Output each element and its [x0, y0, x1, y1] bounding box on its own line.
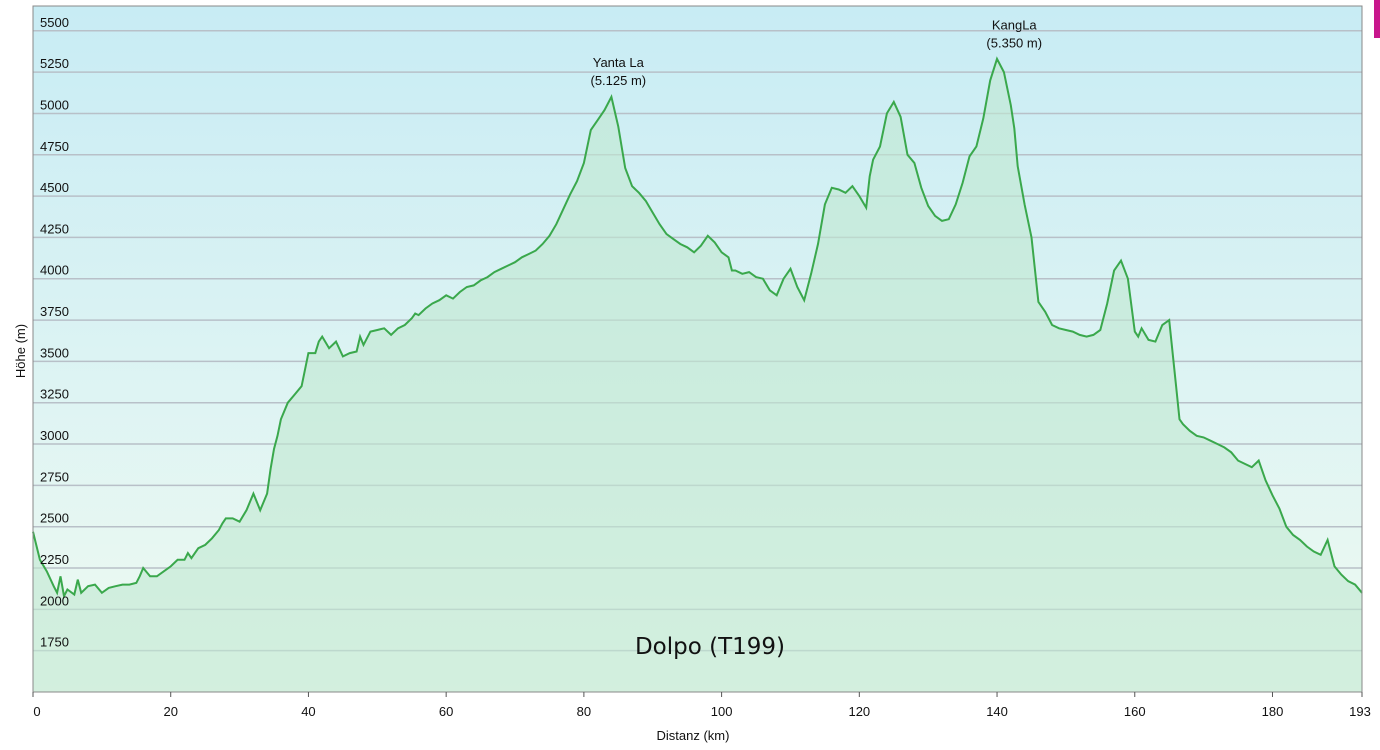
- x-tick-label: 0: [33, 704, 40, 719]
- y-tick-label: 4500: [40, 180, 69, 195]
- y-tick-label: 3750: [40, 304, 69, 319]
- y-tick-label: 1750: [40, 635, 69, 650]
- x-tick-label: 80: [577, 704, 591, 719]
- x-tick-label: 120: [848, 704, 870, 719]
- peak-height-label: (5.350 m): [986, 36, 1042, 51]
- y-tick-label: 2500: [40, 511, 69, 526]
- y-tick-label: 5250: [40, 56, 69, 71]
- y-tick-label: 4000: [40, 263, 69, 278]
- x-tick-label: 180: [1262, 704, 1284, 719]
- x-tick-label: 140: [986, 704, 1008, 719]
- peak-name-label: Yanta La: [593, 55, 645, 70]
- peak-height-label: (5.125 m): [590, 73, 646, 88]
- x-tick-label: 20: [163, 704, 177, 719]
- y-axis-label: Höhe (m): [13, 324, 28, 378]
- y-tick-label: 4750: [40, 139, 69, 154]
- elevation-area: [33, 58, 1362, 692]
- y-tick-label: 3500: [40, 345, 69, 360]
- y-tick-label: 3250: [40, 387, 69, 402]
- y-tick-label: 4250: [40, 221, 69, 236]
- plot-frame: [32, 5, 1363, 693]
- x-tick-label: 160: [1124, 704, 1146, 719]
- x-axis-label: Distanz (km): [657, 728, 730, 743]
- right-accent-mark: [1374, 0, 1380, 38]
- y-tick-label: 3000: [40, 428, 69, 443]
- x-tick-label: 60: [439, 704, 453, 719]
- y-tick-label: 5000: [40, 97, 69, 112]
- y-axis-ticks: 1750 2000 2250 2500 2750 3000 3250 3500 3750 4000…: [40, 15, 69, 650]
- x-axis-ticks: 0 20 40 60 80 100 120 140 160 180 193: [32, 692, 1371, 719]
- y-tick-label: 2000: [40, 593, 69, 608]
- y-tick-label: 2750: [40, 469, 69, 484]
- y-tick-label: 2250: [40, 552, 69, 567]
- y-tick-label: 5500: [40, 15, 69, 30]
- x-tick-label: 100: [711, 704, 733, 719]
- peak-name-label: KangLa: [992, 18, 1038, 33]
- x-tick-label: 193: [1349, 704, 1371, 719]
- elevation-line: [32, 56, 1363, 600]
- x-tick-label: 40: [301, 704, 315, 719]
- chart-title: Dolpo (T199): [635, 634, 785, 660]
- peak-annotations: Yanta La (5.125 m) KangLa (5.350 m): [590, 18, 1042, 88]
